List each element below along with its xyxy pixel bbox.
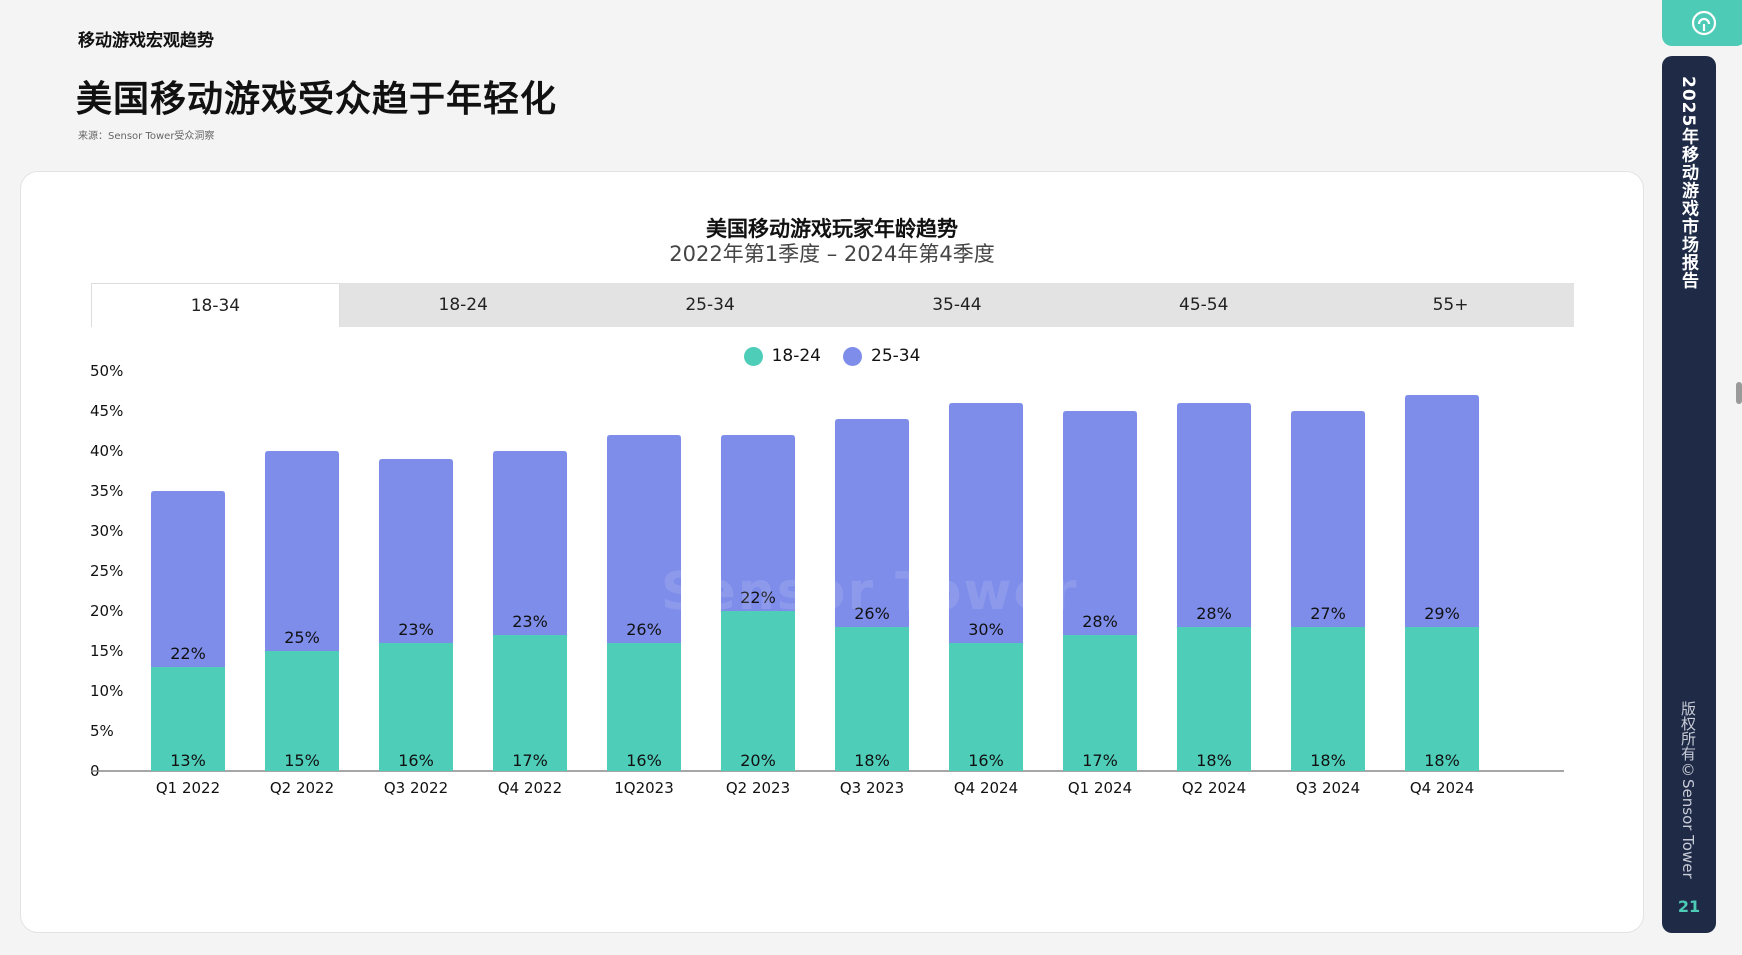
x-tick-label: 1Q2023 <box>614 779 674 797</box>
y-tick-label: 35% <box>90 482 123 500</box>
chart-title: 美国移动游戏玩家年龄趋势 <box>706 217 958 241</box>
legend-dot-icon <box>843 346 862 366</box>
data-label-18-24: 16% <box>968 751 1004 770</box>
y-tick-label: 50% <box>90 362 123 380</box>
bar-25-34 <box>721 435 795 611</box>
bar-25-34 <box>607 435 681 643</box>
scrollbar-handle[interactable] <box>1736 382 1742 404</box>
data-label-18-24: 18% <box>854 751 890 770</box>
age-group-tabs: 18-34 18-24 25-34 35-44 45-54 55+ <box>91 283 1574 327</box>
tab-25-34[interactable]: 25-34 <box>685 295 735 315</box>
bar-18-24 <box>721 611 795 771</box>
bar-25-34 <box>493 451 567 635</box>
legend-label: 18-24 <box>771 346 821 366</box>
bar-18-24 <box>835 627 909 771</box>
side-logo-tab[interactable] <box>1662 0 1742 46</box>
tab-18-24[interactable]: 18-24 <box>438 295 488 315</box>
y-tick-label: 30% <box>90 522 123 540</box>
legend-item-18-24[interactable]: 18-24 <box>743 346 821 366</box>
data-label-18-24: 18% <box>1310 751 1346 770</box>
chart-subtitle: 2022年第1季度 – 2024年第4季度 <box>669 242 995 266</box>
data-label-25-34: 30% <box>968 620 1004 639</box>
section-label: 移动游戏宏观趋势 <box>78 31 214 51</box>
bar-25-34 <box>1063 411 1137 635</box>
x-tick-label: Q4 2024 <box>1410 779 1474 797</box>
y-tick-label: 15% <box>90 642 123 660</box>
x-tick-label: Q3 2023 <box>840 779 904 797</box>
bar-25-34 <box>949 403 1023 643</box>
legend-item-25-34[interactable]: 25-34 <box>843 346 920 366</box>
copyright-note: 版权所有©Sensor Tower <box>1679 701 1697 879</box>
y-tick-label: 20% <box>90 602 123 620</box>
bar-25-34 <box>1177 403 1251 627</box>
bar-18-24 <box>1177 627 1251 771</box>
x-tick-label: Q4 2022 <box>498 779 562 797</box>
data-label-18-24: 20% <box>740 751 776 770</box>
data-label-25-34: 28% <box>1082 612 1118 631</box>
data-label-25-34: 23% <box>512 612 548 631</box>
report-title: 2025年移动游戏市场报告 <box>1678 76 1698 290</box>
chart-legend: 18-24 25-34 <box>21 346 1643 366</box>
side-panel: 2025年移动游戏市场报告 版权所有©Sensor Tower 21 <box>1662 56 1716 933</box>
header-card: 移动游戏宏观趋势 美国移动游戏受众趋于年轻化 来源：Sensor Tower受众… <box>20 0 1642 155</box>
page-title: 美国移动游戏受众趋于年轻化 <box>76 79 558 120</box>
x-tick-label: Q1 2024 <box>1068 779 1132 797</box>
data-label-18-24: 13% <box>170 751 206 770</box>
bar-18-24 <box>1405 627 1479 771</box>
data-label-25-34: 28% <box>1196 604 1232 623</box>
data-label-18-24: 17% <box>1082 751 1118 770</box>
legend-dot-icon <box>743 346 763 366</box>
tab-55-plus[interactable]: 55+ <box>1432 295 1469 315</box>
data-label-18-24: 16% <box>398 751 434 770</box>
bar-18-24 <box>1063 635 1137 771</box>
data-label-18-24: 15% <box>284 751 320 770</box>
x-tick-label: Q3 2024 <box>1296 779 1360 797</box>
page-number: 21 <box>1677 897 1701 916</box>
bar-25-34 <box>1291 411 1365 627</box>
data-label-25-34: 23% <box>398 620 434 639</box>
bar-18-24 <box>1291 627 1365 771</box>
bar-chart: 05%10%15%20%25%30%35%40%45%50%13%22%Q1 2… <box>90 362 1564 797</box>
data-label-25-34: 22% <box>170 644 206 663</box>
data-label-25-34: 22% <box>740 588 776 607</box>
legend-label: 25-34 <box>871 346 921 366</box>
y-tick-label: 25% <box>90 562 123 580</box>
x-tick-label: Q1 2022 <box>156 779 220 797</box>
y-tick-label: 40% <box>90 442 123 460</box>
bar-18-24 <box>265 651 339 771</box>
bar-25-34 <box>1405 395 1479 627</box>
x-tick-label: Q2 2023 <box>726 779 790 797</box>
y-tick-label: 45% <box>90 402 123 420</box>
data-label-25-34: 29% <box>1424 604 1460 623</box>
tab-35-44[interactable]: 35-44 <box>932 295 982 315</box>
bar-18-24 <box>379 643 453 771</box>
data-label-25-34: 27% <box>1310 604 1346 623</box>
source-note: 来源：Sensor Tower受众洞察 <box>78 131 215 142</box>
y-tick-label: 5% <box>90 722 114 740</box>
bar-25-34 <box>265 451 339 651</box>
data-label-25-34: 26% <box>626 620 662 639</box>
x-tick-label: Q2 2024 <box>1182 779 1246 797</box>
data-label-18-24: 17% <box>512 751 548 770</box>
data-label-18-24: 16% <box>626 751 662 770</box>
tab-45-54[interactable]: 45-54 <box>1179 295 1229 315</box>
data-label-18-24: 18% <box>1424 751 1460 770</box>
x-tick-label: Q2 2022 <box>270 779 334 797</box>
bar-25-34 <box>379 459 453 643</box>
data-label-18-24: 18% <box>1196 751 1232 770</box>
tab-18-34[interactable]: 18-34 <box>91 283 340 327</box>
bar-25-34 <box>151 491 225 667</box>
bar-18-24 <box>949 643 1023 771</box>
chart-card: 美国移动游戏玩家年龄趋势 2022年第1季度 – 2024年第4季度 18-34… <box>20 171 1644 933</box>
bar-18-24 <box>493 635 567 771</box>
x-tick-label: Q4 2024 <box>954 779 1018 797</box>
sensor-tower-logo-icon <box>1691 10 1717 36</box>
x-tick-label: Q3 2022 <box>384 779 448 797</box>
bar-18-24 <box>151 667 225 771</box>
bar-25-34 <box>835 419 909 627</box>
data-label-25-34: 25% <box>284 628 320 647</box>
bar-18-24 <box>607 643 681 771</box>
data-label-25-34: 26% <box>854 604 890 623</box>
y-tick-label: 10% <box>90 682 123 700</box>
